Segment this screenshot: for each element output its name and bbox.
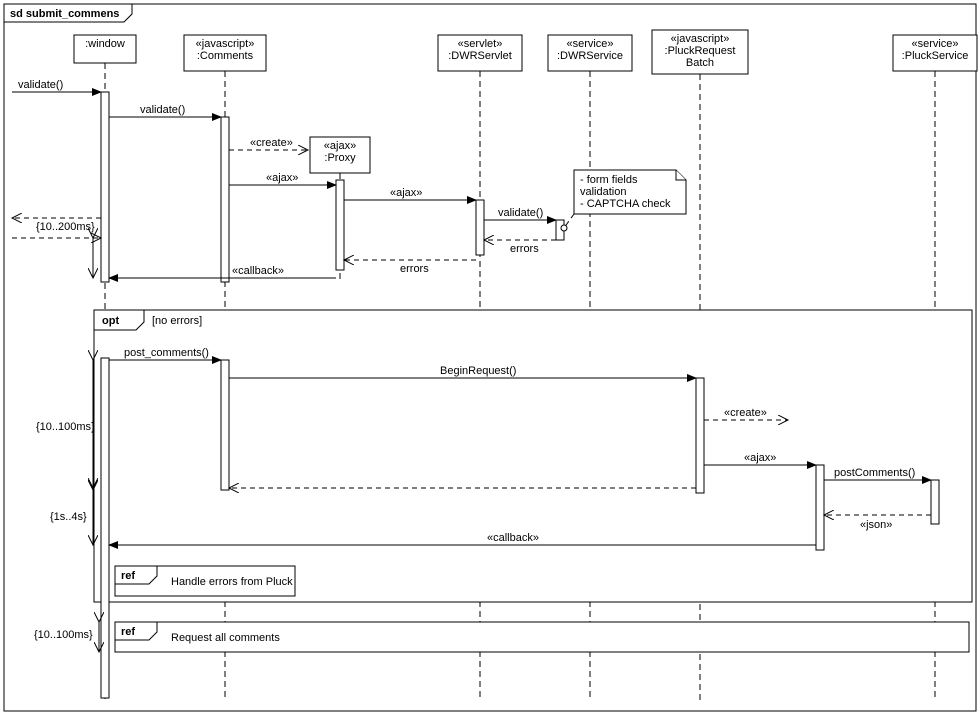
svg-text::Proxy: :Proxy <box>324 152 356 164</box>
svg-text::PluckService: :PluckService <box>902 50 969 62</box>
svg-text:validate(): validate() <box>140 104 185 116</box>
svg-text:{1s..4s}: {1s..4s} <box>50 511 87 523</box>
svg-text:Request all comments: Request all comments <box>171 632 280 644</box>
sequence-diagram: sd submit_commens:window«javascript»:Com… <box>0 0 980 715</box>
svg-text::window: :window <box>85 38 125 50</box>
svg-text:«create»: «create» <box>250 137 293 149</box>
svg-text:validate(): validate() <box>18 79 63 91</box>
activation-proxy1 <box>336 180 344 270</box>
svg-text:errors: errors <box>400 263 429 275</box>
svg-text:«callback»: «callback» <box>232 265 284 277</box>
svg-text::Comments: :Comments <box>197 50 254 62</box>
svg-text:{10..100ms}: {10..100ms} <box>34 629 93 641</box>
svg-text:«json»: «json» <box>860 519 892 531</box>
activation-window <box>101 92 109 282</box>
svg-text:«service»: «service» <box>566 38 613 50</box>
svg-text:validation: validation <box>580 186 626 198</box>
activation-pluckreq <box>696 378 704 493</box>
svg-text:opt: opt <box>102 315 119 327</box>
svg-text:- form fields: - form fields <box>580 174 638 186</box>
svg-text:«create»: «create» <box>724 407 767 419</box>
activation-dwrservlet <box>476 200 484 255</box>
svg-text:«ajax»: «ajax» <box>266 172 298 184</box>
svg-text:Handle errors from Pluck: Handle errors from Pluck <box>171 576 293 588</box>
svg-text:«javascript»: «javascript» <box>671 33 730 45</box>
svg-text:Batch: Batch <box>686 57 714 69</box>
svg-text:postComments(): postComments() <box>834 467 915 479</box>
svg-text:«service»: «service» <box>911 38 958 50</box>
svg-text:«servlet»: «servlet» <box>458 38 503 50</box>
svg-text:{10..200ms}: {10..200ms} <box>36 221 95 233</box>
diagram-svg: sd submit_commens:window«javascript»:Com… <box>0 0 980 715</box>
activation-window <box>101 358 109 698</box>
svg-text:ref: ref <box>121 626 135 638</box>
activation-pluckservice <box>931 480 939 524</box>
svg-text:BeginRequest(): BeginRequest() <box>440 365 516 377</box>
activation-comments <box>221 360 229 490</box>
svg-text:- CAPTCHA check: - CAPTCHA check <box>580 198 671 210</box>
activation-proxy2 <box>816 465 824 550</box>
svg-text:sd submit_commens: sd submit_commens <box>10 8 119 20</box>
svg-text:validate(): validate() <box>498 207 543 219</box>
svg-text:{10..100ms}: {10..100ms} <box>36 421 95 433</box>
svg-text::DWRServlet: :DWRServlet <box>448 50 512 62</box>
svg-text:«ajax»: «ajax» <box>390 187 422 199</box>
svg-text::DWRService: :DWRService <box>557 50 623 62</box>
svg-text:«ajax»: «ajax» <box>744 452 776 464</box>
svg-text:«callback»: «callback» <box>487 532 539 544</box>
svg-text:[no errors]: [no errors] <box>152 315 202 327</box>
svg-text:post_comments(): post_comments() <box>124 347 209 359</box>
svg-text:«ajax»: «ajax» <box>324 140 356 152</box>
activation-comments <box>221 117 229 282</box>
svg-text:ref: ref <box>121 570 135 582</box>
svg-text::PluckRequest: :PluckRequest <box>665 45 736 57</box>
svg-text:errors: errors <box>510 243 539 255</box>
svg-text:«javascript»: «javascript» <box>196 38 255 50</box>
